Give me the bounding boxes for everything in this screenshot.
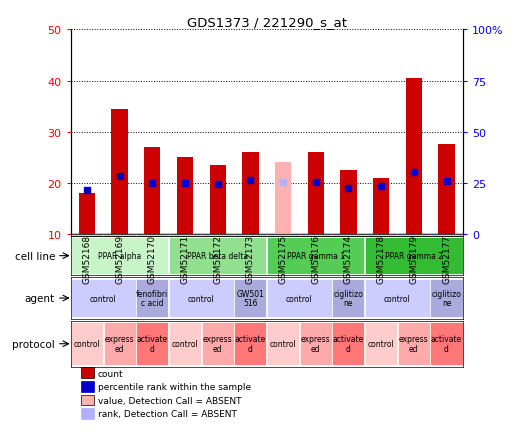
Text: fenofibri
c acid: fenofibri c acid bbox=[136, 289, 168, 308]
Text: express
ed: express ed bbox=[203, 335, 233, 353]
Text: GSM52170: GSM52170 bbox=[148, 235, 157, 284]
Text: GSM52168: GSM52168 bbox=[83, 235, 92, 284]
Text: GSM52169: GSM52169 bbox=[115, 235, 124, 284]
Text: express
ed: express ed bbox=[399, 335, 429, 353]
Text: PPAR beta delta: PPAR beta delta bbox=[187, 252, 248, 260]
Bar bbox=[438, 145, 454, 234]
Bar bbox=[71, 322, 103, 365]
Text: agent: agent bbox=[25, 293, 55, 303]
Title: GDS1373 / 221290_s_at: GDS1373 / 221290_s_at bbox=[187, 16, 347, 29]
Text: control: control bbox=[74, 339, 100, 349]
Bar bbox=[137, 322, 168, 365]
Text: protocol: protocol bbox=[12, 339, 55, 349]
Text: activate
d: activate d bbox=[235, 335, 266, 353]
Text: express
ed: express ed bbox=[301, 335, 331, 353]
Bar bbox=[275, 163, 291, 234]
Text: control: control bbox=[172, 339, 198, 349]
Bar bbox=[137, 279, 168, 318]
Bar bbox=[242, 153, 258, 234]
Bar bbox=[169, 279, 234, 318]
Text: control: control bbox=[384, 294, 411, 303]
Bar bbox=[365, 279, 430, 318]
Bar bbox=[267, 238, 365, 274]
Text: value, Detection Call = ABSENT: value, Detection Call = ABSENT bbox=[98, 396, 241, 405]
Bar bbox=[210, 165, 226, 234]
Bar bbox=[333, 322, 365, 365]
Bar bbox=[340, 171, 357, 234]
Bar bbox=[373, 178, 389, 234]
Bar bbox=[300, 322, 332, 365]
Text: ciglitizo
ne: ciglitizo ne bbox=[334, 289, 363, 308]
Bar bbox=[144, 148, 161, 234]
Bar bbox=[365, 322, 397, 365]
Text: GSM52176: GSM52176 bbox=[311, 235, 320, 284]
Text: count: count bbox=[98, 369, 123, 378]
Text: PPAR gamma 2: PPAR gamma 2 bbox=[385, 252, 443, 260]
Bar bbox=[169, 238, 266, 274]
Bar bbox=[308, 153, 324, 234]
Bar bbox=[71, 238, 168, 274]
Bar bbox=[104, 322, 135, 365]
Bar bbox=[333, 279, 365, 318]
Text: PPAR gamma 1: PPAR gamma 1 bbox=[287, 252, 345, 260]
Text: GSM52173: GSM52173 bbox=[246, 235, 255, 284]
Text: control: control bbox=[90, 294, 117, 303]
Text: GSM52174: GSM52174 bbox=[344, 235, 353, 283]
Text: express
ed: express ed bbox=[105, 335, 134, 353]
Bar bbox=[365, 238, 462, 274]
Text: ciglitizo
ne: ciglitizo ne bbox=[431, 289, 461, 308]
Text: percentile rank within the sample: percentile rank within the sample bbox=[98, 382, 251, 391]
Bar bbox=[111, 109, 128, 234]
Text: control: control bbox=[368, 339, 394, 349]
Bar bbox=[177, 158, 193, 234]
Text: GW501
516: GW501 516 bbox=[236, 289, 264, 308]
Text: control: control bbox=[188, 294, 215, 303]
Text: control: control bbox=[286, 294, 313, 303]
Text: GSM52175: GSM52175 bbox=[279, 235, 288, 284]
Text: GSM52178: GSM52178 bbox=[377, 235, 385, 284]
Text: GSM52172: GSM52172 bbox=[213, 235, 222, 283]
Bar bbox=[267, 279, 332, 318]
Bar bbox=[398, 322, 430, 365]
Bar bbox=[234, 279, 266, 318]
Bar bbox=[202, 322, 234, 365]
Text: control: control bbox=[270, 339, 297, 349]
Text: activate
d: activate d bbox=[137, 335, 168, 353]
Text: activate
d: activate d bbox=[333, 335, 364, 353]
Text: GSM52179: GSM52179 bbox=[410, 235, 418, 284]
Bar bbox=[267, 322, 299, 365]
Text: GSM52177: GSM52177 bbox=[442, 235, 451, 284]
Text: PPAR alpha: PPAR alpha bbox=[98, 252, 141, 260]
Bar bbox=[169, 322, 201, 365]
Bar bbox=[234, 322, 266, 365]
Bar bbox=[430, 322, 462, 365]
Bar bbox=[406, 79, 422, 234]
Bar bbox=[71, 279, 135, 318]
Text: rank, Detection Call = ABSENT: rank, Detection Call = ABSENT bbox=[98, 409, 237, 418]
Text: GSM52171: GSM52171 bbox=[180, 235, 189, 284]
Text: cell line: cell line bbox=[15, 251, 55, 261]
Text: activate
d: activate d bbox=[431, 335, 462, 353]
Bar bbox=[430, 279, 462, 318]
Bar bbox=[79, 194, 95, 234]
